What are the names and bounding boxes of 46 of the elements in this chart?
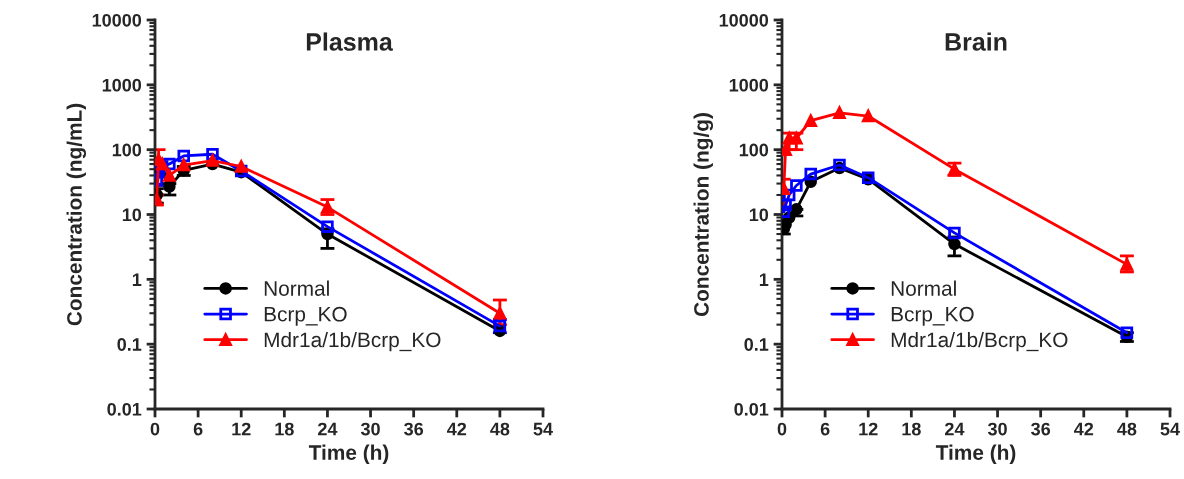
x-tick-label: 42: [1074, 422, 1094, 436]
x-axis-title: Time (h): [935, 444, 1016, 464]
y-tick-label: 10000: [719, 13, 769, 27]
x-tick-label: 0: [150, 422, 160, 436]
y-tick-label: 1: [132, 273, 142, 286]
y-tick-label: 1: [759, 273, 769, 286]
y-tick-label: 10: [122, 208, 142, 222]
y-tick-label: 1000: [729, 78, 769, 92]
legend-label: Bcrp_KO: [264, 306, 347, 326]
y-tick-label: 10: [749, 208, 769, 222]
x-tick-label: 18: [902, 422, 921, 436]
x-tick-label: 24: [318, 422, 338, 436]
x-tick-label: 18: [275, 422, 294, 436]
y-tick-label: 0.01: [734, 402, 769, 416]
y-tick-label: 0.1: [117, 338, 142, 351]
x-tick-label: 0: [777, 422, 787, 436]
x-tick-label: 6: [820, 422, 830, 436]
legend-label: Normal: [891, 280, 956, 296]
y-axis-title: Concentration (ng/g): [693, 113, 714, 317]
legend-label: Bcrp_KO: [891, 306, 974, 326]
x-tick-label: 30: [360, 422, 380, 436]
x-tick-label: 24: [945, 422, 965, 436]
y-tick-label: 0.1: [744, 338, 769, 351]
x-tick-label: 42: [447, 422, 467, 436]
x-tick-label: 6: [193, 422, 203, 436]
y-tick-label: 1000: [102, 78, 142, 92]
x-tick-label: 54: [533, 422, 553, 436]
x-tick-label: 36: [1031, 422, 1051, 436]
legend-label: Mdr1a/1b/Bcrp_KO: [891, 331, 1068, 352]
y-tick-label: 100: [112, 143, 142, 157]
legend-label: Normal: [264, 280, 329, 296]
x-tick-label: 48: [490, 422, 510, 436]
x-tick-label: 12: [232, 422, 251, 436]
legend-label: Mdr1a/1b/Bcrp_KO: [264, 331, 441, 352]
y-axis-title: Concentration (ng/mL): [66, 103, 87, 326]
x-axis-title: Time (h): [308, 444, 389, 464]
x-tick-label: 30: [987, 422, 1007, 436]
chart-title: Plasma: [306, 32, 393, 51]
x-tick-label: 48: [1117, 422, 1137, 436]
x-tick-label: 12: [859, 422, 878, 436]
chart-title: Brain: [945, 32, 1007, 51]
y-tick-label: 0.01: [107, 402, 142, 416]
x-tick-label: 54: [1160, 422, 1180, 436]
y-tick-label: 100: [739, 143, 769, 157]
x-tick-label: 36: [404, 422, 424, 436]
y-tick-label: 10000: [92, 13, 142, 27]
